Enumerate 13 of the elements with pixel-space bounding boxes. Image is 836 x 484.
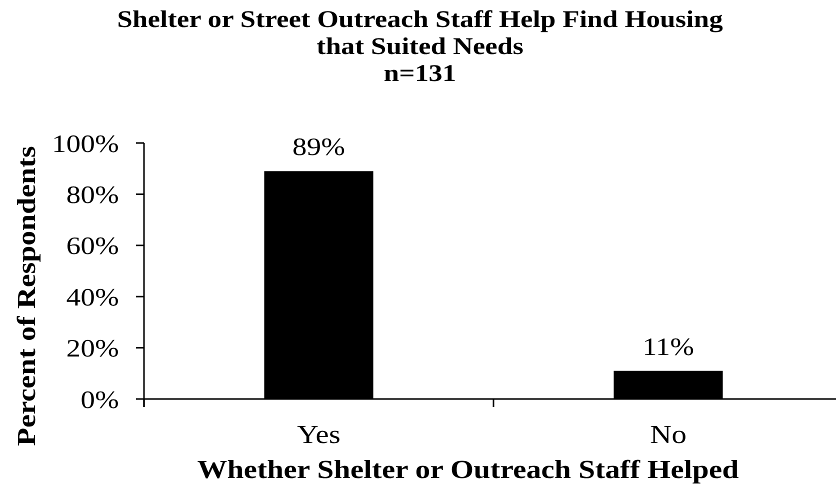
y-tick-label: 40% [66,283,119,311]
y-tick-label: 100% [52,129,119,158]
x-axis-title: Whether Shelter or Outreach Staff Helped [197,456,740,484]
y-tick-label: 80% [66,180,119,209]
y-tick-label: 60% [66,232,119,260]
data-label: 11% [642,332,694,360]
y-axis-title: Percent of Respondents [12,146,42,446]
x-tick-label: Yes [297,420,340,450]
data-label: 89% [292,132,346,161]
y-tick-label: 0% [80,385,119,414]
x-tick-label: No [650,420,687,450]
chart-subtitle: n=131 [384,60,456,87]
y-tick-label: 20% [66,334,119,362]
